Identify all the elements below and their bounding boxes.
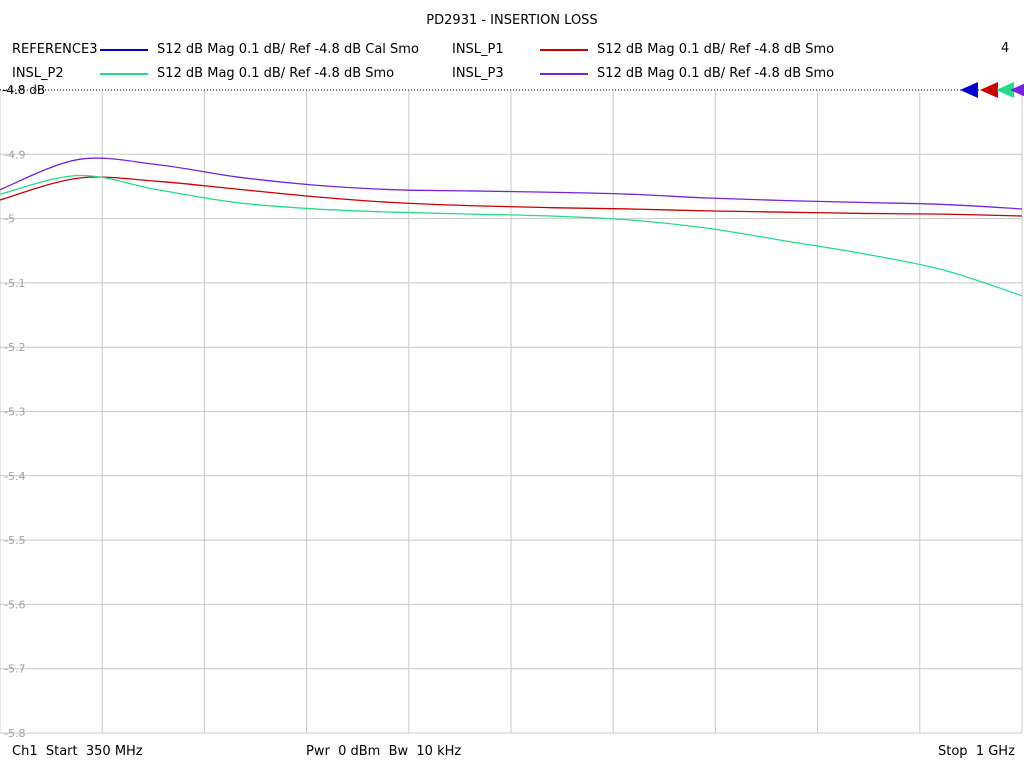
ref-marker-insl-p3 <box>1010 83 1024 97</box>
legend-swatch-insl-p3 <box>540 73 588 75</box>
y-tick-label: -5.1 <box>4 277 25 290</box>
footer-start-frequency: Ch1 Start 350 MHz <box>12 744 143 759</box>
legend-desc-insl-p2: S12 dB Mag 0.1 dB/ Ref -4.8 dB Smo <box>157 66 395 81</box>
y-tick-label: -4.8 <box>4 84 25 97</box>
y-tick-label: -5.8 <box>4 727 25 740</box>
chart-title: PD2931 - INSERTION LOSS <box>426 13 598 28</box>
reference-level-label: -4.8 dB <box>2 83 46 97</box>
legend-name-insl-p3: INSL_P3 <box>452 66 504 81</box>
ref-marker-insl-p2 <box>996 82 1014 98</box>
series-line-insl-p2 <box>0 174 1023 297</box>
grid <box>0 89 1023 734</box>
y-tick-label: -5.7 <box>4 663 25 676</box>
ref-marker-insl-p1 <box>980 82 998 98</box>
y-tick-label: -5 <box>4 213 15 226</box>
series-line-insl-p3 <box>0 157 1023 210</box>
reference-markers <box>960 82 1024 98</box>
y-tick-label: -5.5 <box>4 534 25 547</box>
ref-marker-reference3 <box>960 82 978 98</box>
footer-stop-frequency: Stop 1 GHz <box>938 744 1015 759</box>
legend-swatch-insl-p1 <box>540 49 588 51</box>
y-tick-label: -5.6 <box>4 598 25 611</box>
y-tick-label: -4.9 <box>4 148 25 161</box>
legend-desc-insl-p1: S12 dB Mag 0.1 dB/ Ref -4.8 dB Smo <box>597 42 835 57</box>
legend-desc-insl-p3: S12 dB Mag 0.1 dB/ Ref -4.8 dB Smo <box>597 66 835 81</box>
y-tick-labels: -4.8 -4.9 -5 -5.1 -5.2 -5.3 -5.4 -5.5 -5.6 -5.7 -5… <box>4 84 25 740</box>
legend-desc-reference3: S12 dB Mag 0.1 dB/ Ref -4.8 dB Cal Smo <box>157 42 419 57</box>
y-tick-label: -5.3 <box>4 406 25 419</box>
footer-power-bandwidth: Pwr 0 dBm Bw 10 kHz <box>306 744 462 759</box>
legend-swatch-reference3 <box>100 49 148 51</box>
legend-name-insl-p2: INSL_P2 <box>12 66 64 81</box>
series-lines <box>0 157 1023 297</box>
legend-swatch-insl-p2 <box>100 73 148 75</box>
legend-name-reference3: REFERENCE3 <box>12 42 98 57</box>
y-tick-label: -5.2 <box>4 341 25 354</box>
series-line-insl-p1 <box>0 176 1023 217</box>
channel-count: 4 <box>1001 41 1010 56</box>
legend-name-insl-p1: INSL_P1 <box>452 42 504 57</box>
y-tick-label: -5.4 <box>4 470 25 483</box>
